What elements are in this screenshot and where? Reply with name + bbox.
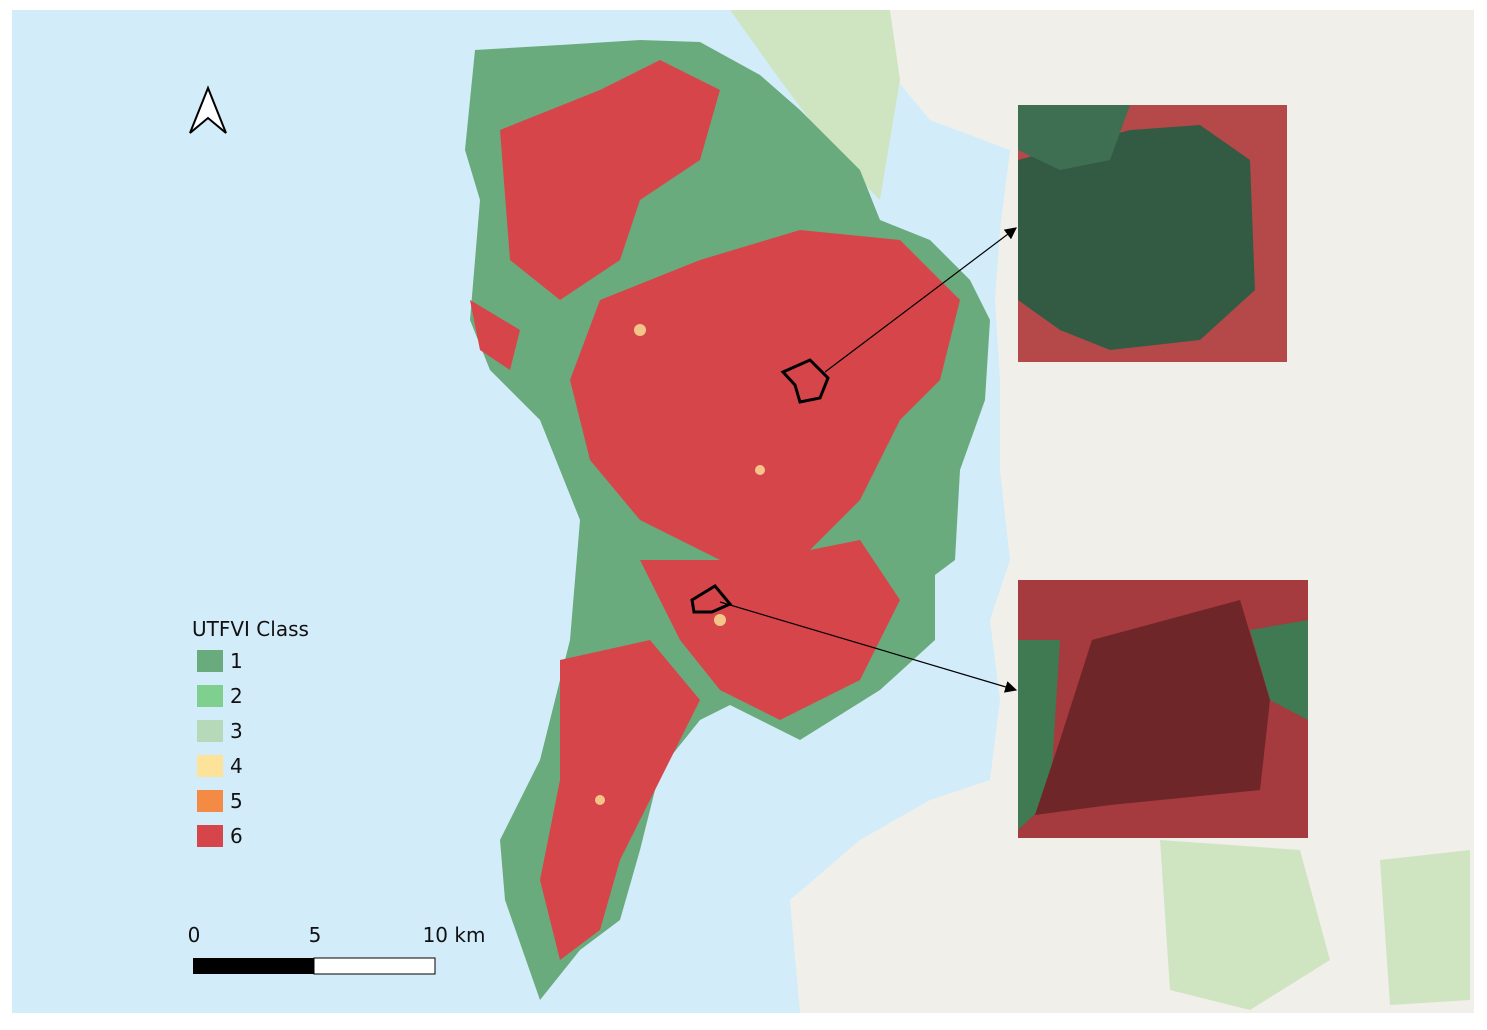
inset-cool-zone	[1018, 105, 1130, 170]
scale-bar-black	[193, 958, 314, 974]
study-area-2	[690, 584, 733, 614]
callout-arrow	[719, 601, 1018, 693]
legend-title: UTFVI Class	[192, 617, 309, 641]
patch	[634, 324, 646, 336]
scale-label: 5	[309, 923, 322, 947]
scale-label: 10 km	[423, 923, 486, 947]
legend-label: 6	[230, 824, 243, 848]
hot-zone	[640, 540, 900, 720]
hot-zone	[540, 640, 700, 960]
north-arrow	[189, 85, 227, 134]
callout-arrow	[824, 227, 1017, 373]
hot-zones	[470, 60, 960, 960]
legend-swatch	[197, 685, 223, 707]
patch	[755, 465, 765, 475]
scale-bar-white	[313, 957, 436, 975]
inset-area	[1035, 600, 1270, 815]
legend-label: 2	[230, 684, 243, 708]
park	[1160, 840, 1330, 1010]
legend-swatch	[197, 825, 223, 847]
legend-swatch	[197, 720, 223, 742]
inset-1	[1018, 105, 1287, 362]
legend-swatch	[197, 650, 223, 672]
legend-label: 4	[230, 754, 243, 778]
hot-zone	[500, 60, 720, 300]
park	[730, 10, 900, 200]
hot-zone	[470, 300, 520, 370]
legend-label: 3	[230, 719, 243, 743]
legend-swatch	[197, 755, 223, 777]
patch	[714, 614, 726, 626]
study-area-1	[780, 358, 830, 404]
inset-2	[1018, 580, 1308, 838]
patch	[595, 795, 605, 805]
scale-label: 0	[188, 923, 201, 947]
park	[1380, 850, 1470, 1005]
legend-label: 1	[230, 649, 243, 673]
inset-cool-zone	[1250, 620, 1308, 720]
legend-swatch	[197, 790, 223, 812]
hot-zone	[570, 230, 960, 560]
class-4-patches	[595, 324, 765, 805]
legend: 1 2 3 4 5 6	[197, 649, 243, 848]
legend-label: 5	[230, 789, 243, 813]
inset-cool-zone	[1018, 125, 1255, 350]
